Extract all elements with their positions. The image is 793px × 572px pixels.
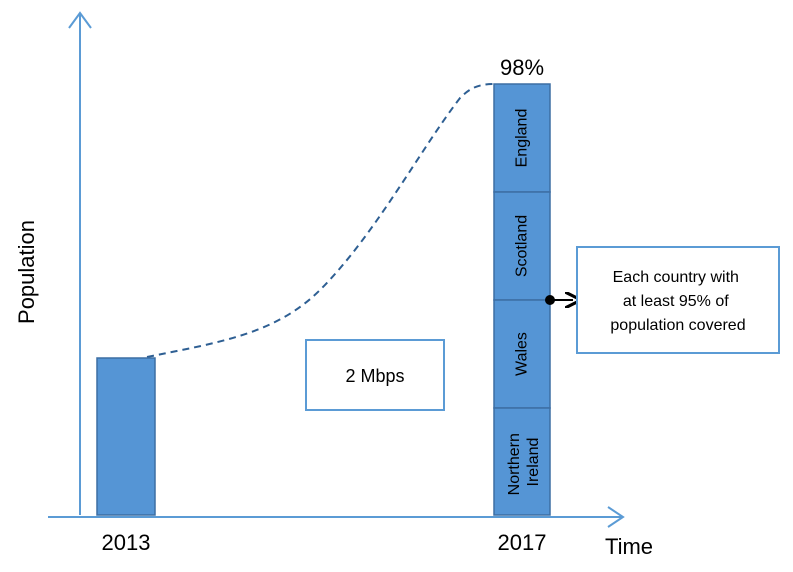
x-axis-label: Time	[605, 534, 653, 559]
segment-northern-ireland-label: Northern Ireland	[506, 429, 542, 496]
segment-england-label: England	[514, 109, 531, 168]
y-axis-label: Population	[14, 220, 39, 324]
segment-scotland-label: Scotland	[514, 215, 531, 277]
bar-2013-label: 2013	[102, 530, 151, 555]
callout-text: Each country with at least 95% of popula…	[610, 269, 745, 334]
bar-2017-label: 2017	[498, 530, 547, 555]
y-axis-arrow-icon	[68, 11, 92, 29]
callout-line-1: Each country with	[613, 269, 739, 286]
segment-northern-ireland	[493, 407, 551, 516]
segment-england	[493, 83, 551, 193]
speed-box	[305, 339, 445, 411]
callout-box	[576, 246, 780, 354]
speed-box-text: 2 Mbps	[345, 366, 404, 386]
x-axis-arrow-icon	[607, 506, 625, 528]
bar-2017-top-label: 98%	[500, 55, 544, 80]
segment-wales-label: Wales	[514, 332, 531, 376]
bar-2017: England Scotland Wales Northern Ireland	[493, 83, 551, 516]
callout-line-2: at least 95% of	[623, 293, 729, 310]
bar-2013	[96, 357, 156, 516]
growth-curve	[146, 83, 496, 358]
segment-wales	[493, 299, 551, 409]
callout-line-3: population covered	[610, 317, 745, 334]
